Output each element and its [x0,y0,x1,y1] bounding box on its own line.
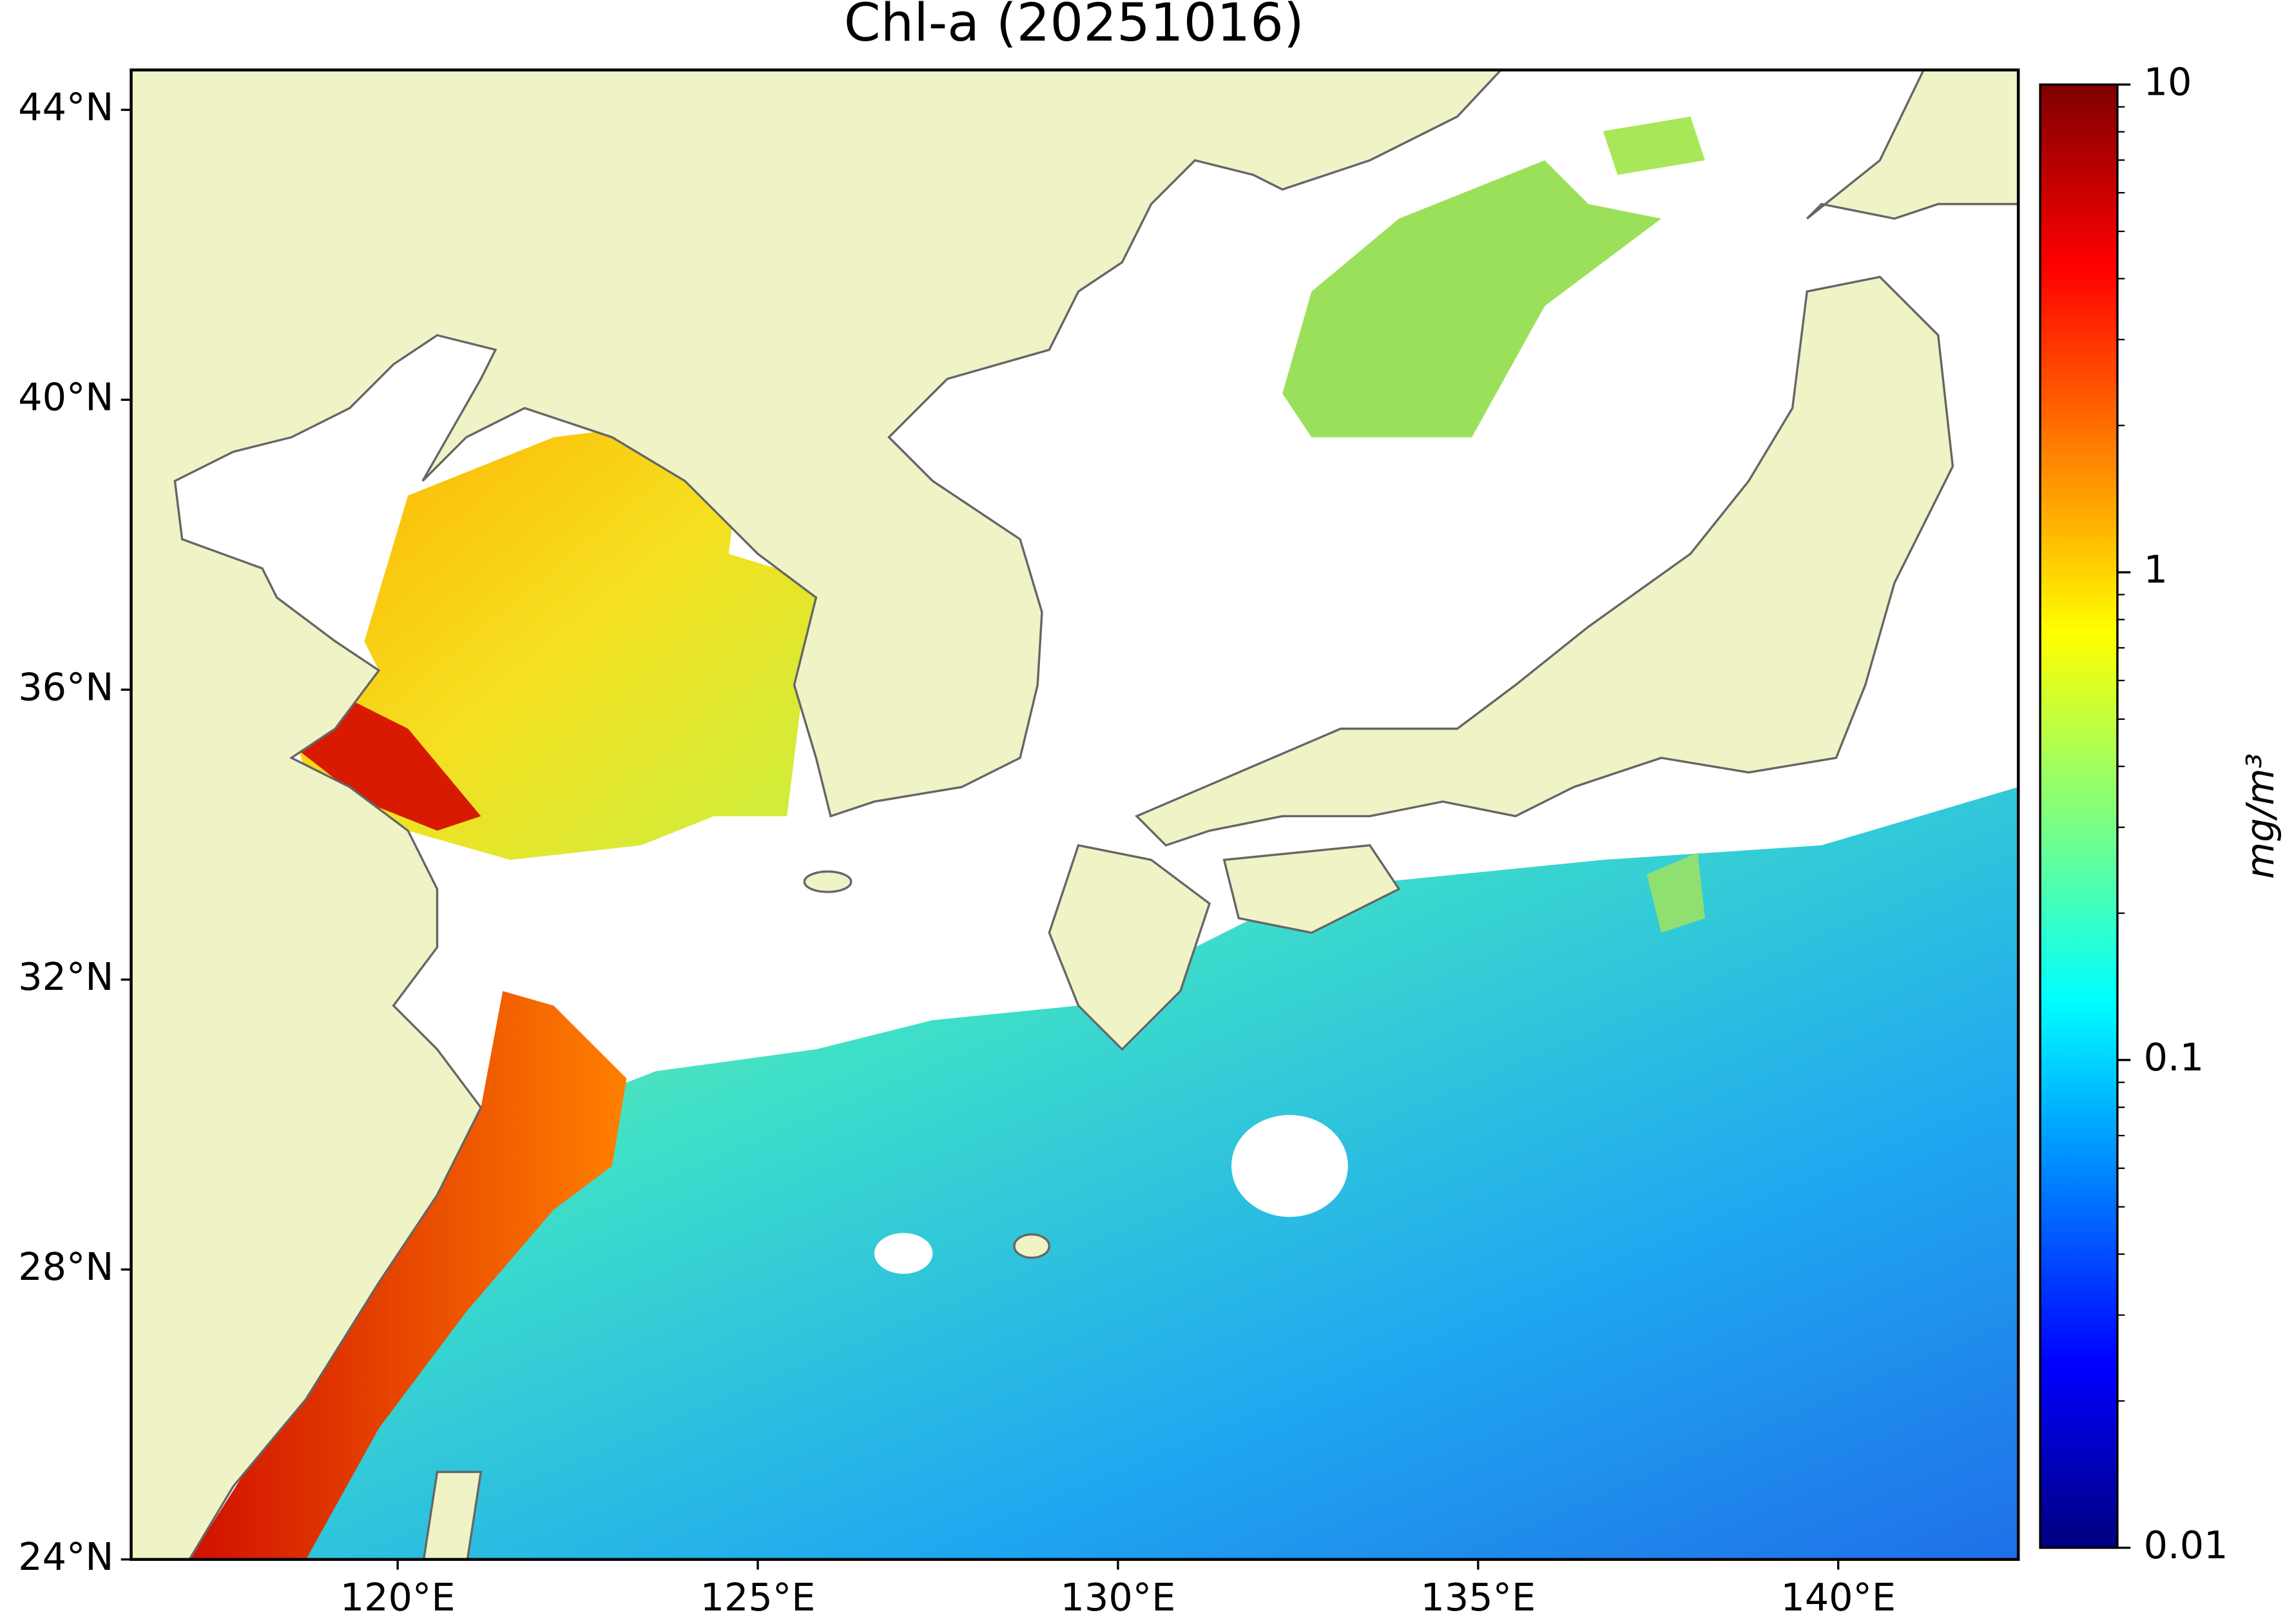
x-tick-label: 140°E [1780,1575,1896,1619]
colorbar-tick-label: 0.01 [2144,1523,2228,1567]
land [1048,844,1211,1051]
ocean-chlorophyll [1603,116,1705,175]
cloud [1231,1115,1348,1217]
colorbar-tick-label: 0.1 [2144,1035,2204,1079]
colorbar-tick-label: 10 [2144,59,2192,104]
land [1013,1233,1050,1259]
land [1222,844,1401,934]
colorbar-label: mg/m³ [2238,753,2282,879]
colorbar-tick-label: 1 [2144,547,2168,592]
cloud [874,1233,933,1274]
land [1134,275,1954,847]
colorbar [2039,83,2119,1549]
x-tick-label: 130°E [1061,1575,1176,1619]
y-tick-label: 32°N [18,954,113,999]
land [422,1471,483,1560]
chart-title: Chl-a (20251016) [844,0,1304,53]
ocean-chlorophyll [189,787,2019,1560]
y-tick-label: 24°N [18,1534,113,1579]
coastal-bloom [189,991,627,1560]
y-tick-label: 40°N [18,374,113,419]
y-tick-label: 28°N [18,1244,113,1289]
y-tick-label: 44°N [18,85,113,130]
land [803,870,853,893]
ocean-chlorophyll [1282,160,1662,438]
coastal-bloom [298,699,481,831]
x-tick-label: 120°E [340,1575,456,1619]
y-tick-label: 36°N [18,664,113,709]
land [131,70,1503,1560]
map [131,70,2019,1560]
land [1806,70,2019,220]
yellow-sea-chlorophyll [298,422,824,860]
x-tick-label: 135°E [1420,1575,1536,1619]
ocean-chlorophyll [1646,852,1705,933]
x-tick-label: 125°E [700,1575,816,1619]
map-frame [130,68,2020,1561]
